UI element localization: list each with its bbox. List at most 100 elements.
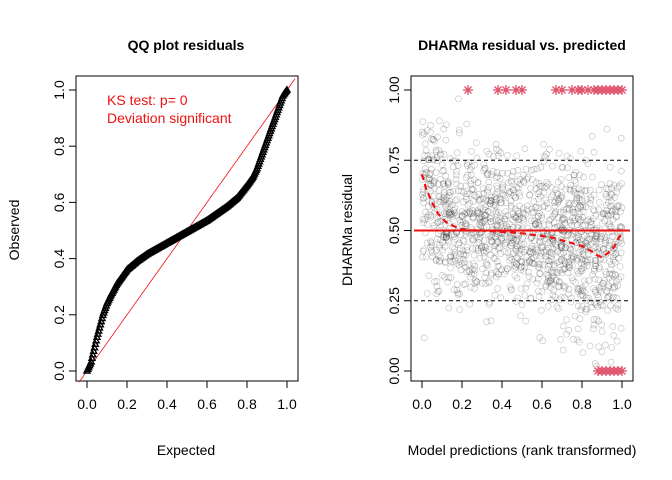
residual-point	[518, 258, 526, 266]
residual-point	[527, 249, 535, 257]
residual-point	[601, 237, 609, 245]
residual-point	[501, 241, 509, 249]
residual-point	[506, 283, 514, 291]
residual-point	[509, 168, 517, 175]
residual-point	[479, 195, 487, 202]
residual-point	[425, 175, 433, 183]
residual-point	[474, 207, 481, 214]
residual-point	[558, 216, 566, 224]
residual-point	[476, 254, 484, 262]
residual-point	[425, 180, 432, 187]
residual-point	[528, 259, 536, 267]
residual-point	[562, 185, 570, 193]
qq-point	[89, 346, 98, 355]
residual-point	[492, 273, 500, 281]
residual-point	[445, 274, 453, 281]
residual-point	[465, 267, 472, 274]
residual-point	[420, 130, 428, 137]
residual-point	[461, 209, 469, 217]
residual-point	[559, 322, 567, 330]
qq-plot-ylabel: Observed	[6, 200, 22, 261]
residual-point	[577, 203, 585, 210]
residual-point	[545, 220, 552, 228]
residual-point	[543, 270, 551, 278]
residual-point	[567, 298, 575, 306]
residual-point	[575, 194, 583, 202]
residual-point	[602, 236, 610, 244]
residual-point	[515, 247, 523, 255]
residual-point	[442, 203, 450, 210]
residual-point	[598, 282, 605, 290]
residual-point	[538, 183, 546, 190]
residual-point	[610, 293, 617, 301]
residual-point	[537, 249, 545, 257]
residual-point	[587, 218, 594, 226]
residual-point	[573, 196, 581, 204]
residual-point	[579, 349, 587, 357]
residual-point	[514, 177, 522, 185]
residual-point	[609, 270, 617, 278]
residual-point	[601, 268, 609, 276]
residual-point	[551, 203, 559, 210]
residual-point	[510, 262, 518, 269]
residual-point	[533, 165, 541, 173]
residual-point	[440, 189, 448, 197]
residual-point	[533, 279, 541, 287]
residual-point	[522, 284, 529, 292]
residual-point	[588, 303, 596, 311]
residual-point	[470, 176, 478, 184]
residual-point	[446, 197, 454, 205]
residual-point	[518, 245, 525, 253]
residual-point	[588, 132, 596, 140]
residual-point	[521, 263, 528, 271]
residual-point	[559, 282, 567, 290]
residual-point	[578, 267, 586, 275]
residual-point	[524, 202, 531, 210]
residual-point	[483, 186, 491, 194]
residual-point	[457, 231, 465, 238]
residual-point	[482, 280, 489, 287]
residual-point	[477, 228, 485, 236]
residual-point	[419, 253, 426, 261]
residual-point	[527, 295, 535, 303]
residual-point	[439, 198, 447, 206]
residual-point	[573, 336, 581, 344]
residual-point	[549, 273, 557, 280]
residual-point	[442, 121, 450, 129]
residual-point	[435, 287, 443, 295]
residual-point	[583, 305, 591, 313]
residual-point	[571, 312, 579, 320]
residual-point	[570, 253, 577, 261]
residual-point	[437, 218, 444, 225]
residual-point	[429, 253, 436, 260]
residual-point	[579, 292, 587, 299]
residual-point	[539, 243, 547, 251]
residual-point	[474, 179, 482, 186]
residual-point	[558, 242, 566, 250]
residual-point	[512, 263, 519, 271]
residual-point	[603, 125, 611, 133]
residual-point	[528, 242, 536, 250]
residual-point	[504, 225, 512, 233]
residual-point	[490, 254, 498, 262]
residual-point	[586, 200, 594, 208]
residual-point	[478, 244, 485, 252]
residual-point	[450, 233, 458, 241]
residual-point	[598, 321, 606, 329]
residual-point	[584, 250, 592, 258]
residual-point	[561, 284, 568, 292]
residual-point	[527, 294, 535, 302]
residual-point	[491, 191, 499, 198]
residual-point	[548, 296, 556, 304]
residual-point	[610, 332, 617, 339]
residual-point	[607, 184, 615, 192]
residual-point	[573, 190, 581, 198]
residual-x-tick-label: 0.6	[532, 396, 552, 412]
residual-point	[544, 303, 552, 310]
residual-point	[605, 199, 612, 206]
residual-point	[481, 215, 489, 223]
residual-point	[474, 208, 482, 216]
residual-point	[457, 187, 465, 195]
qq-point	[90, 343, 99, 351]
